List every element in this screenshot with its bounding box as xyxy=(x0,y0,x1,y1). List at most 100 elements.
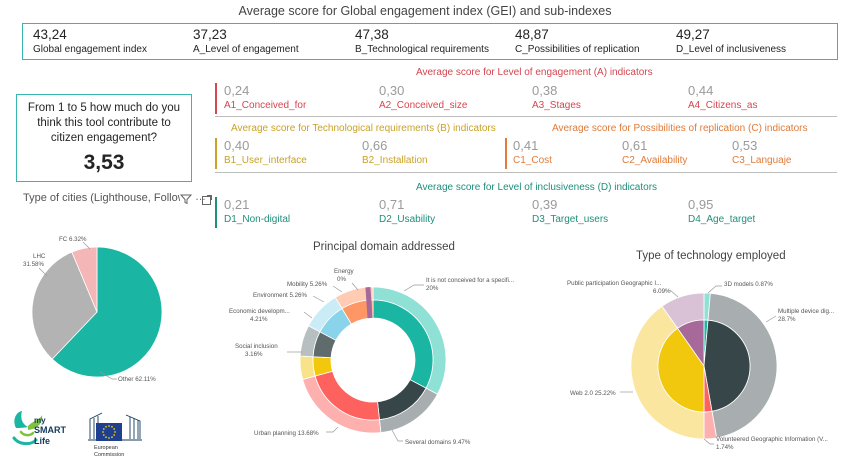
eu-star xyxy=(111,436,113,439)
leader-line xyxy=(303,311,313,319)
indicator-label: D4_Age_target xyxy=(688,214,756,225)
indicator-c-bar xyxy=(505,138,507,169)
eu-star xyxy=(105,425,107,428)
domain-label-pct: 3.16% xyxy=(245,351,263,358)
leader-line xyxy=(669,289,679,298)
logo-text-my: my xyxy=(34,416,46,425)
cities-chart-title: Type of cities (Lighthouse, Followe xyxy=(23,192,180,204)
leader-line xyxy=(38,267,48,277)
leader-line xyxy=(351,282,359,291)
mysmartlife-logo: my SMART Life xyxy=(8,406,70,460)
kpi-label: C_Possibilities of replication xyxy=(515,44,640,55)
divider xyxy=(215,172,837,173)
eu-star xyxy=(114,431,116,433)
domain-inner-segment[interactable] xyxy=(341,299,374,325)
ec-text-1: European xyxy=(94,445,118,451)
indicator-c-title: Average score for Possibilities of repli… xyxy=(552,123,808,134)
technology-chart-title: Type of technology employed xyxy=(636,250,786,262)
kpi-label: Global engagement index xyxy=(33,44,147,55)
indicator-value: 0,21 xyxy=(224,197,250,212)
technology-label-pct: 28.7% xyxy=(778,316,796,323)
indicator-value: 0,39 xyxy=(532,197,558,212)
domain-label: Environment 5.26% xyxy=(253,292,307,299)
kpi-label: A_Level of engagement xyxy=(193,44,299,55)
pie-slice-other[interactable] xyxy=(51,246,163,378)
pie-label-lhc-pct: 31.58% xyxy=(23,261,44,268)
question-score: 3,53 xyxy=(83,151,125,174)
leader-line xyxy=(765,315,777,323)
leader-line xyxy=(82,241,91,250)
indicator-label: C3_Languaje xyxy=(732,155,792,166)
eu-star xyxy=(102,434,105,436)
domain-label: Energy xyxy=(334,268,355,275)
gei-kpi-card xyxy=(22,23,838,60)
technology-inner-segment[interactable] xyxy=(677,319,705,368)
kpi-value: 48,87 xyxy=(515,27,549,42)
indicator-label: A3_Stages xyxy=(532,100,581,111)
divider xyxy=(215,116,837,117)
leader-line xyxy=(703,438,714,445)
technology-label-pct: 6.09% xyxy=(653,288,671,295)
indicator-a-title: Average score for Level of engagement (A… xyxy=(416,67,653,78)
domain-label: Mobility 5.26% xyxy=(287,281,328,288)
indicator-value: 0,40 xyxy=(224,138,250,153)
indicator-a-bar xyxy=(215,83,217,114)
technology-inner-segment[interactable] xyxy=(657,327,705,413)
kpi-value: 49,27 xyxy=(676,27,710,42)
eu-star xyxy=(102,428,105,430)
eu-star xyxy=(108,425,110,427)
technology-inner-segment[interactable] xyxy=(703,319,751,412)
citizen-engagement-card: From 1 to 5 how much do you think this t… xyxy=(16,94,192,182)
logo-text-smart: SMART xyxy=(34,425,66,435)
kpi-value: 37,23 xyxy=(193,27,227,42)
expand-icon[interactable] xyxy=(201,193,213,211)
domain-label: Urban planning 13.68% xyxy=(254,430,319,437)
logo-text-life: Life xyxy=(34,436,51,446)
pie-label-other: Other 62.11% xyxy=(118,376,156,383)
indicator-value: 0,71 xyxy=(379,197,405,212)
indicator-label: D2_Usability xyxy=(379,214,436,225)
leader-line xyxy=(326,426,339,433)
pie-slice-lhc[interactable] xyxy=(31,251,98,360)
indicator-label: A2_Conceived_size xyxy=(379,100,468,111)
leader-line xyxy=(391,429,403,442)
indicator-value: 0,61 xyxy=(622,138,648,153)
indicator-value: 0,30 xyxy=(379,83,405,98)
leader-line xyxy=(707,285,722,294)
indicator-value: 0,44 xyxy=(688,83,714,98)
indicator-label: B1_User_interface xyxy=(224,155,307,166)
domain-label-pct: 4.21% xyxy=(250,316,268,323)
filter-icon[interactable] xyxy=(179,192,193,210)
leader-line xyxy=(332,285,343,293)
indicator-label: C1_Cost xyxy=(513,155,552,166)
domain-label-pct: 20% xyxy=(426,285,439,292)
indicator-label: D3_Target_users xyxy=(532,214,609,225)
domain-label: Several domains 9.47% xyxy=(405,439,471,446)
domain-label-pct: 0% xyxy=(337,276,346,283)
more-icon[interactable]: … xyxy=(195,191,206,203)
technology-label: Web 2.0 25.22% xyxy=(570,390,616,397)
indicator-value: 0,24 xyxy=(224,83,250,98)
pie-slice-fc[interactable] xyxy=(71,246,98,313)
domain-label: Social inclusion xyxy=(235,343,278,350)
pie-label-fc: FC 6.32% xyxy=(59,236,87,243)
kpi-value: 47,38 xyxy=(355,27,389,42)
eu-star xyxy=(113,434,116,436)
kpi-label: B_Technological requirements xyxy=(355,44,489,55)
kpi-label: D_Level of inclusiveness xyxy=(676,44,787,55)
indicator-value: 0,41 xyxy=(513,138,539,153)
leader-line xyxy=(99,371,117,380)
domain-chart-title: Principal domain addressed xyxy=(313,241,455,253)
domain-label: Economic developm... xyxy=(229,308,290,315)
eu-star xyxy=(102,431,104,433)
european-commission-logo: European Commission xyxy=(88,409,150,461)
domain-energy-segment[interactable] xyxy=(365,287,373,319)
kpi-value: 43,24 xyxy=(33,27,67,42)
eu-star xyxy=(111,425,113,428)
indicator-label: B2_Installation xyxy=(362,155,428,166)
indicator-label: D1_Non-digital xyxy=(224,214,291,225)
technology-label: Multiple device dig... xyxy=(778,308,834,315)
technology-label: 3D models 0.87% xyxy=(724,281,773,288)
eu-star xyxy=(113,428,116,430)
technology-label: Public participation Geographic I... xyxy=(567,280,662,287)
